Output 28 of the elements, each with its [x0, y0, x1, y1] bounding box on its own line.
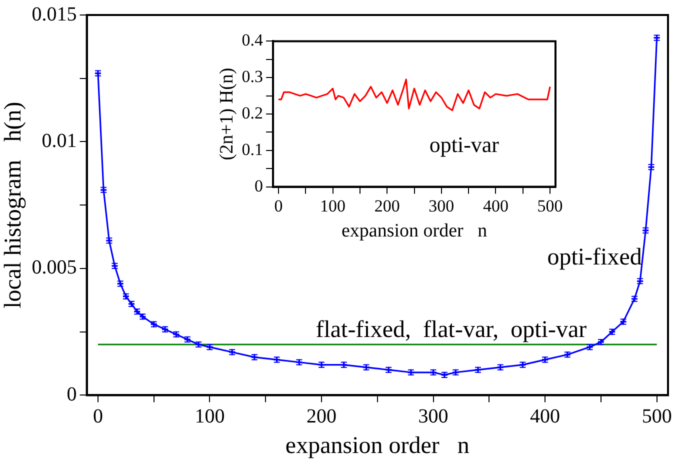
x-tick-label: 100 [194, 405, 225, 428]
x-tick-label: 200 [306, 405, 337, 428]
y-axis-title: (2n+1) H(n) [216, 68, 238, 160]
y-tick-label: 0.2 [242, 103, 264, 122]
x-tick-label: 0 [92, 405, 103, 428]
x-tick-label: 500 [537, 196, 563, 216]
x-tick-label: 0 [274, 196, 283, 216]
series-label: flat-fixed, flat-var, opti-var [316, 316, 587, 343]
x-tick-label: 100 [320, 196, 346, 216]
y-tick-label: 0.1 [242, 140, 264, 159]
x-tick-label: 300 [428, 196, 454, 216]
y-tick-label: 0 [66, 383, 77, 406]
series-label: opti-var [429, 132, 500, 157]
y-tick-label: 0.4 [242, 30, 264, 50]
y-tick-label: 0.3 [242, 67, 264, 86]
x-tick-label: 300 [418, 405, 448, 428]
x-tick-label: 500 [642, 405, 672, 428]
y-tick-label: 0.015 [32, 3, 77, 26]
x-tick-label: 400 [482, 196, 508, 216]
series-label: opti-fixed [547, 244, 642, 271]
x-tick-label: 200 [374, 196, 400, 216]
y-tick-label: 0.01 [42, 130, 77, 152]
y-axis-title: local histogram h(n) [0, 102, 27, 308]
x-axis-title: expansion order n [341, 220, 488, 242]
y-tick-label: 0 [254, 176, 264, 196]
y-tick-label: 0.005 [32, 256, 77, 279]
x-tick-label: 400 [530, 405, 560, 428]
x-axis-title: expansion order n [285, 432, 470, 459]
